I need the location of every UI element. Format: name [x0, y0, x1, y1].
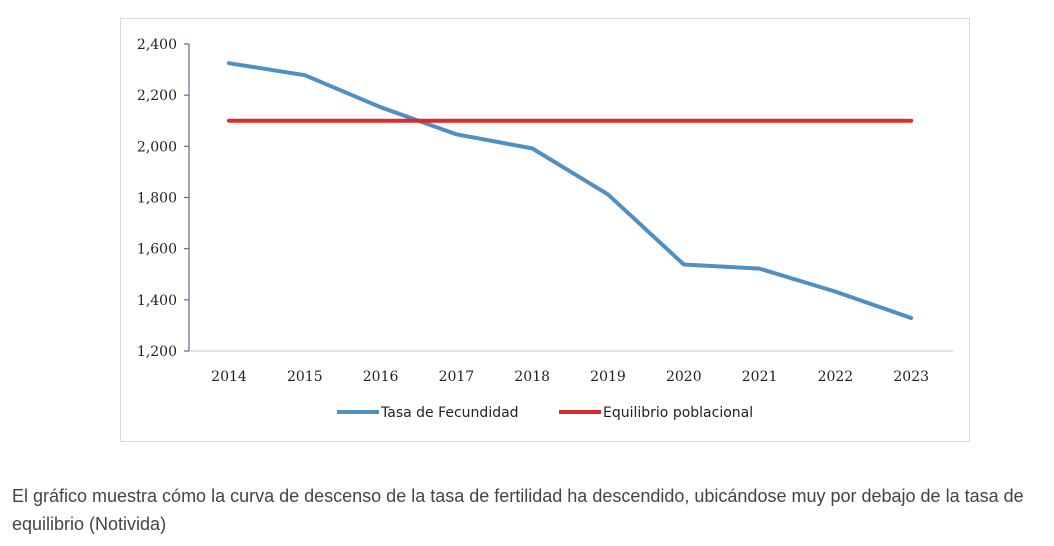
y-tick-label: 1,600	[137, 242, 177, 258]
legend-label: Tasa de Fecundidad	[380, 405, 519, 421]
series-line-tasa-de-fecundidad	[227, 61, 914, 320]
y-tick-label: 2,200	[137, 88, 177, 104]
x-tick-label: 2019	[590, 369, 626, 385]
y-tick-label: 1,800	[137, 191, 177, 207]
line-chart: 1,200 1,400 1,600 1,800 2,000 2,200 2,400 2014 2…	[137, 37, 953, 421]
x-tick-label: 2021	[742, 369, 778, 385]
y-tick-label: 2,400	[137, 37, 177, 53]
y-tick-label: 1,200	[137, 344, 177, 360]
x-tick-label: 2022	[818, 369, 854, 385]
x-tick-label: 2023	[893, 369, 929, 385]
chart-frame: 1,200 1,400 1,600 1,800 2,000 2,200 2,400 2014 2…	[120, 18, 970, 442]
legend-label: Equilibrio poblacional	[603, 405, 753, 421]
x-tick-label: 2014	[211, 369, 247, 385]
x-tick-label: 2017	[439, 369, 475, 385]
x-tick-label: 2016	[363, 369, 399, 385]
x-tick-label: 2020	[666, 369, 702, 385]
x-tick-label: 2018	[514, 369, 550, 385]
chart-caption: El gráfico muestra cómo la curva de desc…	[12, 486, 1024, 534]
y-tick-label: 2,000	[137, 139, 177, 155]
y-tick-label: 1,400	[137, 293, 177, 309]
x-tick-label: 2015	[287, 369, 323, 385]
